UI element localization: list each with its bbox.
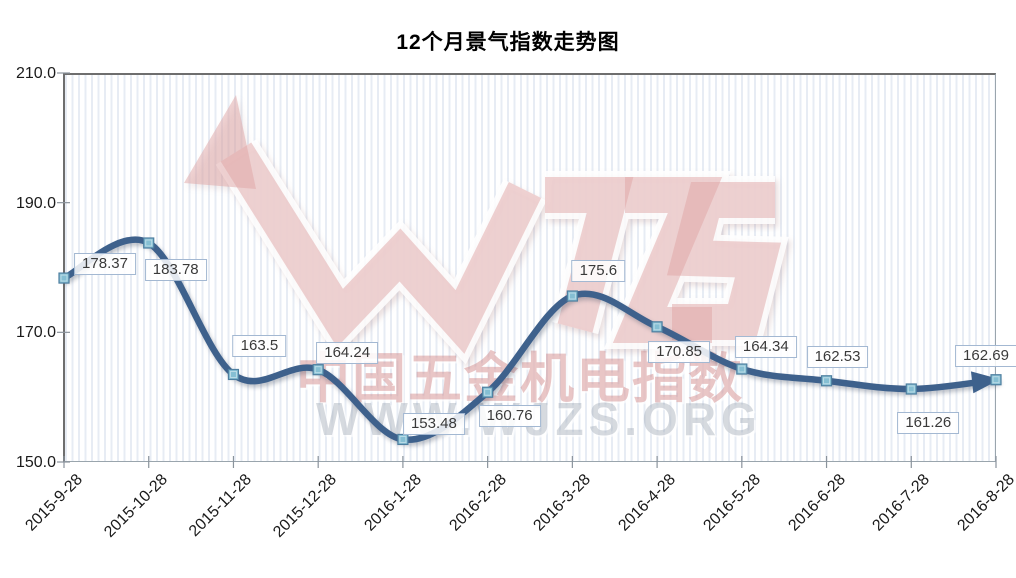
data-point-label: 153.48 (402, 413, 465, 436)
data-point-marker-highlight (229, 370, 237, 378)
data-point-marker-highlight (568, 292, 576, 300)
data-point-marker-highlight (907, 385, 915, 393)
data-point-marker (397, 433, 409, 446)
line-end-arrow-icon (970, 371, 1000, 394)
data-point-marker-highlight (823, 377, 831, 385)
data-point-label: 162.53 (806, 345, 869, 368)
data-point-label: 160.76 (478, 405, 541, 428)
y-axis-tick-label: 150.0 (15, 454, 56, 471)
data-point-label: 163.5 (232, 335, 287, 358)
data-point-marker-highlight (484, 388, 492, 396)
data-point-marker (736, 363, 748, 375)
data-point-marker-highlight (399, 435, 407, 443)
data-point-marker (143, 237, 155, 249)
data-point-label: 170.85 (648, 340, 711, 363)
data-point-marker-highlight (738, 365, 746, 373)
data-point-label: 161.26 (897, 411, 960, 434)
data-point-label: 162.69 (955, 344, 1016, 367)
y-axis-tick-label: 170.0 (15, 324, 56, 342)
y-axis-tick-label: 190.0 (15, 194, 56, 212)
data-point-marker (312, 364, 324, 376)
data-point-label: 183.78 (144, 258, 207, 281)
data-point-marker-highlight (314, 366, 322, 374)
data-point-label: 175.6 (571, 260, 626, 283)
data-point-marker-highlight (60, 274, 68, 282)
data-point-marker (820, 375, 833, 387)
data-point-marker (227, 368, 240, 381)
data-point-marker (651, 321, 663, 333)
data-point-marker-highlight (145, 239, 153, 247)
data-point-marker (58, 272, 70, 284)
data-point-label: 164.24 (316, 341, 379, 364)
chart-title: 12个月景气指数走势图 (396, 31, 620, 54)
data-point-marker-highlight (992, 376, 1000, 384)
data-point-marker-highlight (653, 323, 661, 331)
data-point-label: 178.37 (74, 253, 136, 276)
data-point-label: 164.34 (734, 336, 797, 359)
data-point-marker (990, 374, 1002, 386)
data-point-marker (482, 386, 494, 398)
data-point-marker (566, 290, 578, 302)
y-axis-tick-label: 210.0 (15, 65, 56, 82)
data-point-marker (905, 383, 917, 395)
